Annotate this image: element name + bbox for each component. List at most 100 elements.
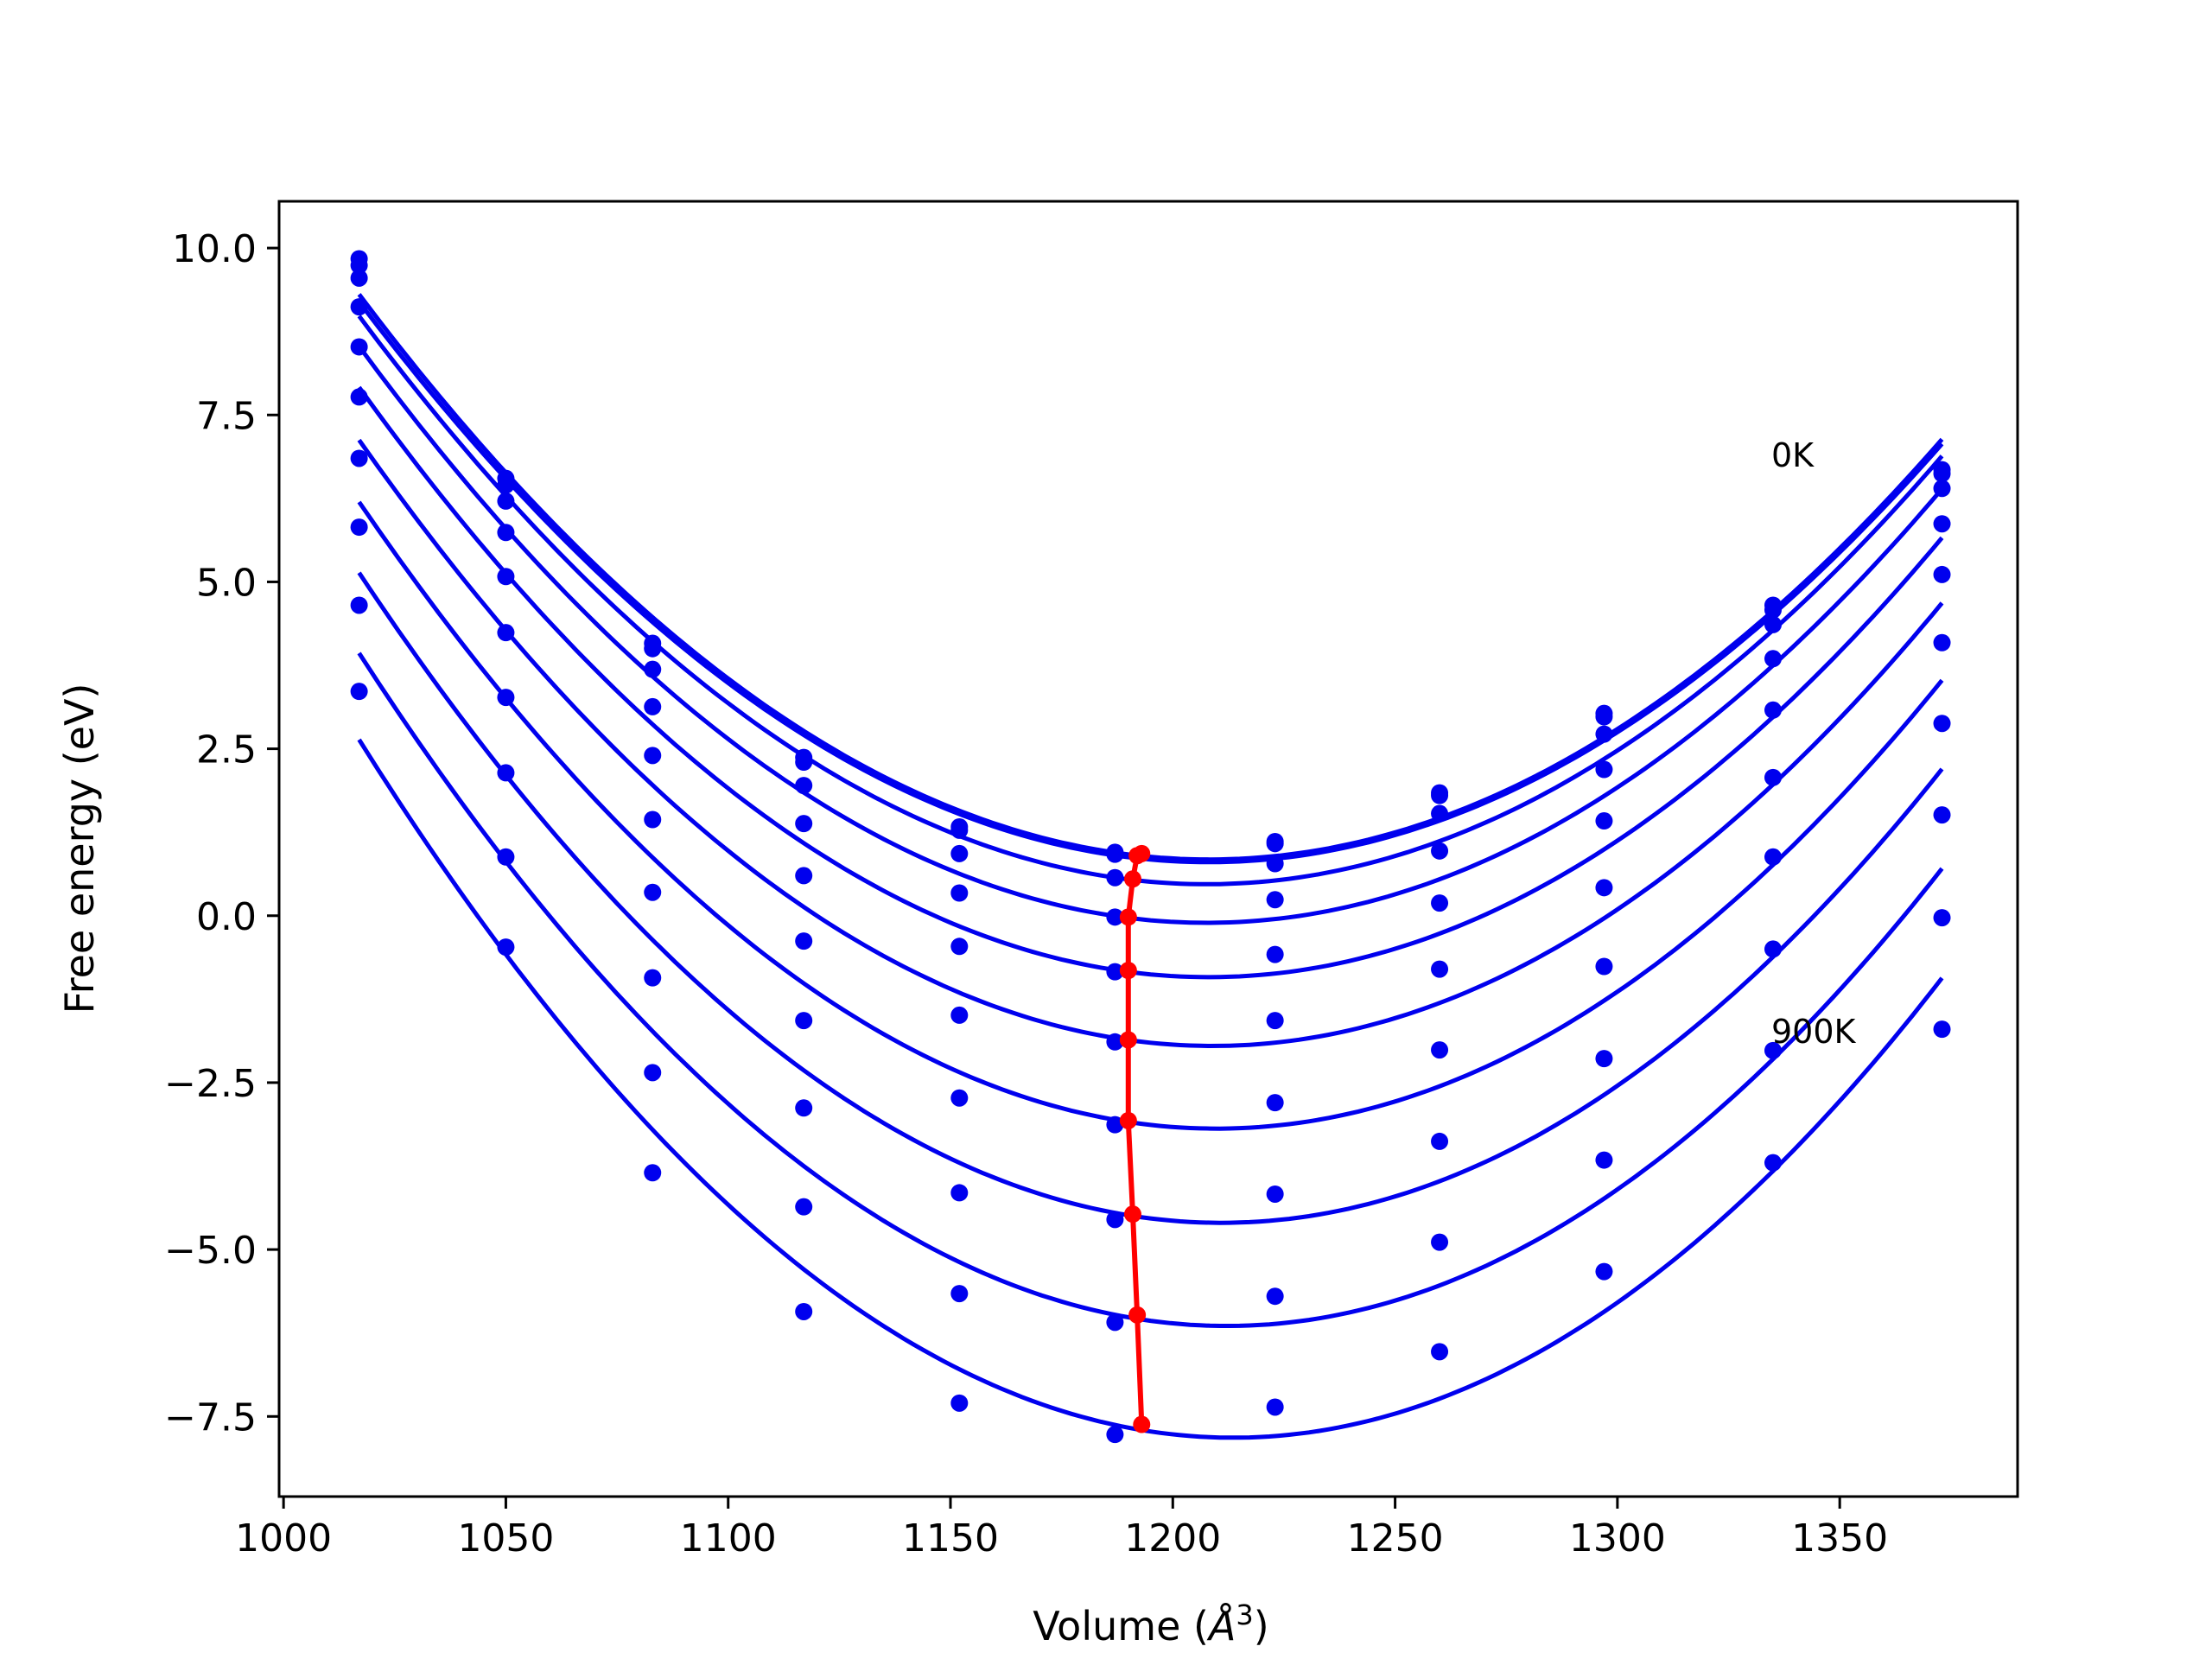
x-tick-label-1300: 1300 xyxy=(1569,1516,1666,1560)
y-tick-label-5: 5.0 xyxy=(196,561,257,605)
data-point-6-6 xyxy=(1266,1094,1284,1112)
data-point-1-0 xyxy=(350,257,368,275)
x-tick-label-1350: 1350 xyxy=(1791,1516,1888,1560)
data-point-9-4 xyxy=(950,1394,969,1412)
data-point-4-10 xyxy=(1933,565,1951,583)
series-line-5 xyxy=(357,438,1944,1049)
annotation-900k: 900K xyxy=(1771,1013,1857,1051)
data-point-8-1 xyxy=(497,848,515,866)
data-point-4-7 xyxy=(1431,894,1449,912)
data-point-8-5 xyxy=(1106,1313,1124,1332)
data-point-7-4 xyxy=(950,1184,969,1202)
data-point-9-2 xyxy=(644,1164,662,1182)
data-point-5-1 xyxy=(497,624,515,642)
data-point-4-5 xyxy=(1106,963,1124,981)
data-point-9-8 xyxy=(1595,1262,1613,1281)
x-tick-label-1100: 1100 xyxy=(680,1516,777,1560)
data-point-5-3 xyxy=(795,932,813,950)
data-point-1-8 xyxy=(1595,708,1613,726)
y-tick-label-10: 10.0 xyxy=(172,227,257,271)
data-point-4-4 xyxy=(950,938,969,956)
data-point-3-0 xyxy=(350,298,368,316)
x-axis-label: Volume (Å3) xyxy=(1033,1599,1268,1649)
data-point-6-8 xyxy=(1595,957,1613,976)
data-point-2-0 xyxy=(350,269,368,287)
data-point-7-9 xyxy=(1764,940,1782,958)
data-point-5-9 xyxy=(1764,768,1782,786)
data-point-7-10 xyxy=(1933,806,1951,824)
data-point-7-5 xyxy=(1106,1211,1124,1229)
data-point-6-5 xyxy=(1106,1116,1124,1134)
series-line-8 xyxy=(357,652,1944,1328)
data-point-4-0 xyxy=(350,338,368,356)
data-point-5-6 xyxy=(1266,1012,1284,1030)
series-line-0 xyxy=(357,293,1944,862)
data-point-4-1 xyxy=(497,568,515,586)
data-point-2-9 xyxy=(1764,615,1782,633)
series-line-1 xyxy=(357,300,1944,865)
y-tick-label-0: 0.0 xyxy=(196,895,257,939)
minimum-point-2 xyxy=(1123,870,1141,888)
data-point-6-9 xyxy=(1764,848,1782,866)
series-line-4 xyxy=(357,385,1944,980)
plot-frame xyxy=(277,200,2019,1498)
data-point-4-8 xyxy=(1595,812,1613,830)
minimum-point-4 xyxy=(1119,962,1137,980)
data-point-7-2 xyxy=(644,969,662,987)
data-point-9-3 xyxy=(795,1302,813,1320)
data-point-9-6 xyxy=(1266,1398,1284,1416)
x-tick-label-1050: 1050 xyxy=(457,1516,554,1560)
data-point-5-7 xyxy=(1431,960,1449,978)
minimum-point-8 xyxy=(1128,1306,1147,1324)
data-point-3-9 xyxy=(1764,650,1782,668)
data-point-7-0 xyxy=(350,518,368,537)
y-tick-label--7.5: −7.5 xyxy=(164,1395,257,1440)
data-point-6-10 xyxy=(1933,715,1951,733)
data-point-3-1 xyxy=(497,524,515,542)
data-point-1-9 xyxy=(1764,601,1782,619)
data-point-9-9 xyxy=(1764,1154,1782,1172)
data-point-9-10 xyxy=(1933,1020,1951,1039)
minimum-line xyxy=(1125,851,1145,1425)
y-tick-label--5: −5.0 xyxy=(164,1229,257,1273)
data-point-5-5 xyxy=(1106,1033,1124,1051)
x-tick-label-1250: 1250 xyxy=(1347,1516,1444,1560)
data-point-3-7 xyxy=(1431,842,1449,860)
data-point-1-5 xyxy=(1106,845,1124,863)
data-point-7-6 xyxy=(1266,1185,1284,1203)
data-point-3-2 xyxy=(644,697,662,715)
data-point-8-7 xyxy=(1431,1233,1449,1251)
series-line-9 xyxy=(357,738,1944,1440)
data-point-8-9 xyxy=(1764,1041,1782,1059)
data-point-7-1 xyxy=(497,764,515,782)
data-point-3-6 xyxy=(1266,891,1284,909)
data-point-6-0 xyxy=(350,449,368,467)
x-tick-label-1200: 1200 xyxy=(1124,1516,1221,1560)
data-point-3-3 xyxy=(795,815,813,833)
data-point-5-10 xyxy=(1933,633,1951,652)
data-point-1-10 xyxy=(1933,465,1951,483)
data-point-2-4 xyxy=(950,844,969,862)
data-point-7-7 xyxy=(1431,1132,1449,1150)
data-point-7-3 xyxy=(795,1099,813,1117)
data-point-4-6 xyxy=(1266,945,1284,963)
series-line-7 xyxy=(357,571,1944,1225)
data-point-6-7 xyxy=(1431,1041,1449,1059)
series-line-6 xyxy=(357,500,1944,1131)
x-tick-label-1150: 1150 xyxy=(902,1516,999,1560)
minimum-point-1 xyxy=(1128,847,1147,865)
data-point-4-2 xyxy=(644,747,662,765)
minimum-point-5 xyxy=(1119,1031,1137,1049)
data-point-9-7 xyxy=(1431,1343,1449,1361)
data-point-1-7 xyxy=(1431,786,1449,804)
y-tick-label-2.5: 2.5 xyxy=(196,728,257,772)
data-point-8-6 xyxy=(1266,1287,1284,1306)
data-point-8-2 xyxy=(644,1064,662,1082)
minimum-point-6 xyxy=(1119,1111,1137,1129)
annotation-0k: 0K xyxy=(1771,436,1815,474)
x-tick-label-1000: 1000 xyxy=(235,1516,332,1560)
data-point-3-4 xyxy=(950,884,969,902)
data-point-4-9 xyxy=(1764,701,1782,719)
